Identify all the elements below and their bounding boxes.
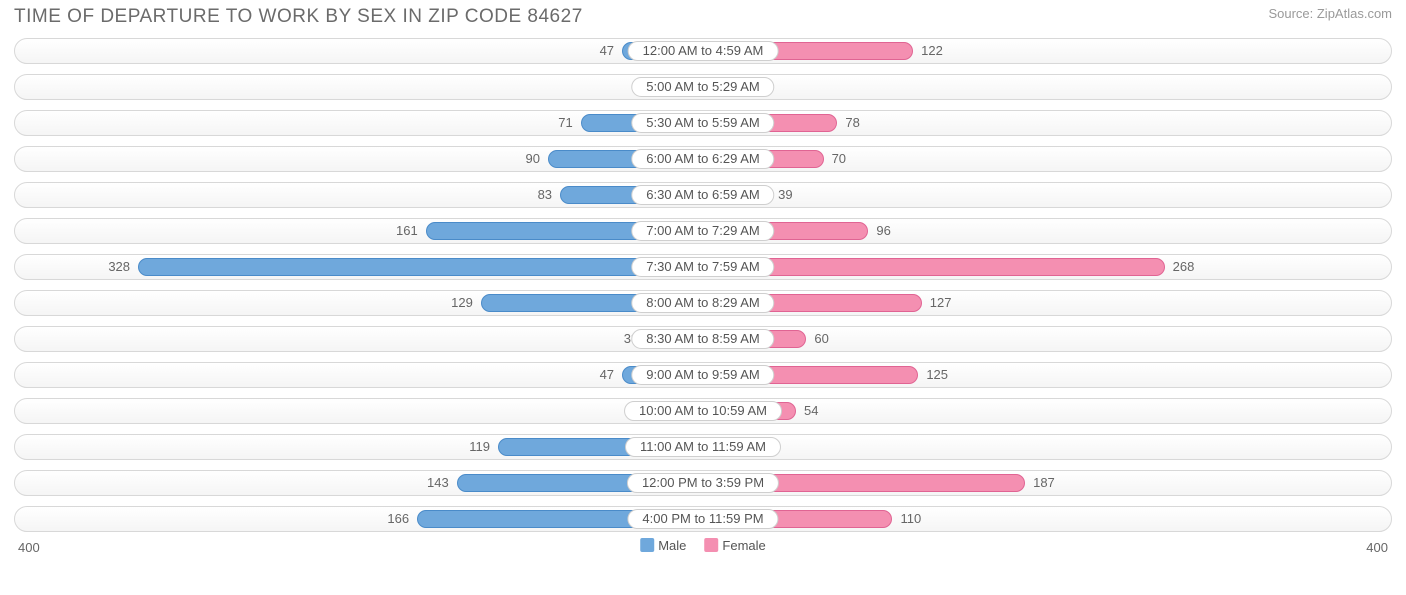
chart-area: 47 122 12:00 AM to 4:59 AM 305:00 AM to 5:2… (14, 34, 1392, 536)
chart-legend: Male Female (640, 538, 766, 553)
chart-header: TIME OF DEPARTURE TO WORK BY SEX IN ZIP … (0, 0, 1406, 30)
axis-left-max: 400 (18, 540, 40, 555)
value-female: 78 (845, 115, 859, 130)
chart-row: 119211:00 AM to 11:59 AM (14, 430, 1392, 464)
category-label: 12:00 AM to 4:59 AM (628, 41, 779, 61)
legend-swatch-female (704, 538, 718, 552)
value-female: 187 (1033, 475, 1055, 490)
value-male: 90 (526, 151, 540, 166)
bar-male (138, 258, 703, 276)
value-male: 83 (538, 187, 552, 202)
category-label: 6:30 AM to 6:59 AM (631, 185, 774, 205)
chart-footer: 400 Male Female 400 (14, 538, 1392, 560)
legend-label-female: Female (722, 538, 765, 553)
category-label: 8:30 AM to 8:59 AM (631, 329, 774, 349)
value-male: 328 (108, 259, 130, 274)
category-label: 6:00 AM to 6:29 AM (631, 149, 774, 169)
chart-row: 71 78 5:30 AM to 5:59 AM (14, 106, 1392, 140)
chart-row: 305:00 AM to 5:29 AM (14, 70, 1392, 104)
chart-source: Source: ZipAtlas.com (1268, 6, 1392, 21)
legend-item-male: Male (640, 538, 686, 553)
value-male: 119 (469, 439, 490, 454)
chart-title: TIME OF DEPARTURE TO WORK BY SEX IN ZIP … (14, 6, 583, 28)
category-label: 5:30 AM to 5:59 AM (631, 113, 774, 133)
category-label: 12:00 PM to 3:59 PM (627, 473, 779, 493)
chart-row: 328 268 7:30 AM to 7:59 AM (14, 250, 1392, 284)
chart-row: 166 110 4:00 PM to 11:59 PM (14, 502, 1392, 536)
value-female: 110 (900, 511, 921, 526)
chart-row: 143 187 12:00 PM to 3:59 PM (14, 466, 1392, 500)
value-male: 166 (387, 511, 409, 526)
chart-row: 47 125 9:00 AM to 9:59 AM (14, 358, 1392, 392)
value-female: 125 (926, 367, 948, 382)
value-male: 47 (600, 367, 614, 382)
value-female: 39 (778, 187, 792, 202)
value-female: 122 (921, 43, 943, 58)
value-female: 96 (876, 223, 890, 238)
value-male: 129 (451, 295, 473, 310)
value-female: 54 (804, 403, 818, 418)
value-female: 268 (1173, 259, 1195, 274)
category-label: 5:00 AM to 5:29 AM (631, 77, 774, 97)
category-label: 4:00 PM to 11:59 PM (627, 509, 778, 529)
chart-row: 161 96 7:00 AM to 7:29 AM (14, 214, 1392, 248)
value-female: 127 (930, 295, 952, 310)
category-label: 11:00 AM to 11:59 AM (625, 437, 781, 457)
axis-right-max: 400 (1366, 540, 1388, 555)
value-female: 70 (832, 151, 846, 166)
value-male: 47 (600, 43, 614, 58)
value-female: 60 (814, 331, 828, 346)
legend-item-female: Female (704, 538, 765, 553)
chart-row: 47 122 12:00 AM to 4:59 AM (14, 34, 1392, 68)
category-label: 10:00 AM to 10:59 AM (624, 401, 782, 421)
chart-row: 33608:30 AM to 8:59 AM (14, 322, 1392, 356)
chart-row: 83 39 6:30 AM to 6:59 AM (14, 178, 1392, 212)
legend-swatch-male (640, 538, 654, 552)
value-male: 71 (558, 115, 572, 130)
chart-row: 90 70 6:00 AM to 6:29 AM (14, 142, 1392, 176)
value-male: 161 (396, 223, 418, 238)
category-label: 7:00 AM to 7:29 AM (631, 221, 774, 241)
category-label: 8:00 AM to 8:29 AM (631, 293, 774, 313)
value-male: 143 (427, 475, 449, 490)
category-label: 7:30 AM to 7:59 AM (631, 257, 774, 277)
category-label: 9:00 AM to 9:59 AM (631, 365, 774, 385)
chart-row: 129 127 8:00 AM to 8:29 AM (14, 286, 1392, 320)
legend-label-male: Male (658, 538, 686, 553)
chart-row: 55410:00 AM to 10:59 AM (14, 394, 1392, 428)
